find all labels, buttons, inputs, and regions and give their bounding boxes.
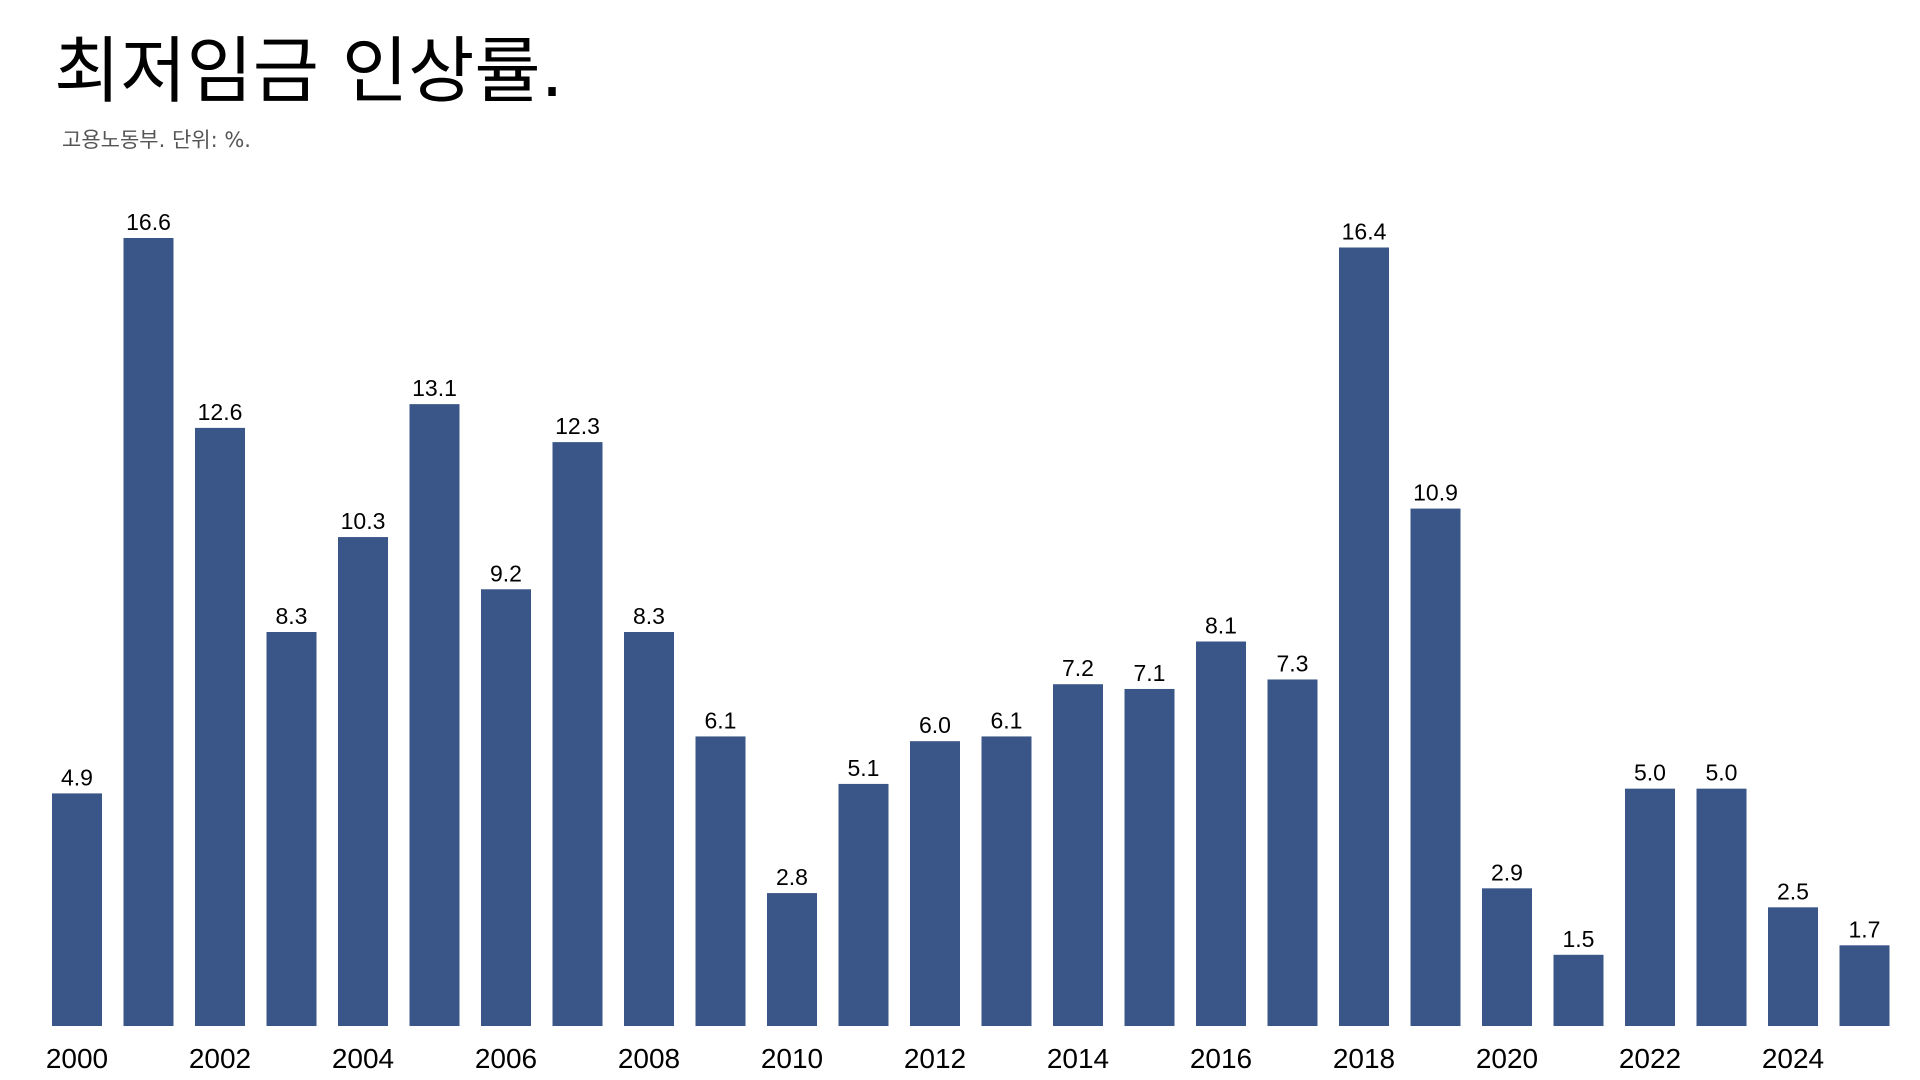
x-tick-label-2020: 2020 xyxy=(1476,1043,1538,1074)
page-title: 최저임금 인상률. xyxy=(54,29,564,113)
value-label-2011: 5.1 xyxy=(848,755,880,781)
bar-2014 xyxy=(1053,684,1103,1026)
bar-2017 xyxy=(1267,679,1318,1026)
x-tick-label-2010: 2010 xyxy=(761,1043,823,1074)
value-label-2019: 10.9 xyxy=(1413,480,1458,506)
x-tick-label-2002: 2002 xyxy=(189,1043,251,1074)
value-label-2002: 12.6 xyxy=(198,399,243,425)
bar-2021 xyxy=(1553,954,1604,1026)
bars-group xyxy=(52,238,1890,1027)
value-label-2000: 4.9 xyxy=(61,764,93,790)
x-tick-label-2018: 2018 xyxy=(1333,1043,1395,1074)
bar-2025 xyxy=(1839,945,1890,1026)
bar-2007 xyxy=(552,442,603,1026)
page-subtitle: 고용노동부. 단위: %. xyxy=(62,128,251,152)
value-label-2025: 1.7 xyxy=(1849,916,1881,942)
bar-2000 xyxy=(52,793,102,1026)
bar-2018 xyxy=(1339,247,1389,1027)
bar-2011 xyxy=(838,783,889,1026)
value-label-2012: 6.0 xyxy=(919,712,951,738)
bar-2020 xyxy=(1482,888,1532,1026)
value-label-2006: 9.2 xyxy=(490,560,522,586)
value-label-2003: 8.3 xyxy=(276,603,308,629)
bar-2001 xyxy=(123,238,174,1026)
value-label-2021: 1.5 xyxy=(1563,926,1595,952)
x-tick-label-2008: 2008 xyxy=(618,1043,680,1074)
x-tick-label-2012: 2012 xyxy=(904,1043,966,1074)
value-label-2013: 6.1 xyxy=(991,707,1023,733)
value-label-2009: 6.1 xyxy=(705,707,737,733)
value-label-2015: 7.1 xyxy=(1134,660,1166,686)
value-label-2001: 16.6 xyxy=(126,209,171,235)
bar-2010 xyxy=(767,893,817,1026)
bar-2006 xyxy=(481,589,531,1026)
value-label-2010: 2.8 xyxy=(776,864,808,890)
value-label-2016: 8.1 xyxy=(1205,612,1237,638)
x-tick-label-2014: 2014 xyxy=(1047,1043,1109,1074)
x-tick-label-2024: 2024 xyxy=(1762,1043,1824,1074)
value-label-2007: 12.3 xyxy=(555,413,600,439)
value-label-2017: 7.3 xyxy=(1277,650,1309,676)
value-labels-group: 4.9 16.6 12.6 8.3 10.3 13.1 9.2 12.3 8.3 6.1 2.8 5.… xyxy=(61,209,1880,952)
x-tick-label-2022: 2022 xyxy=(1619,1043,1681,1074)
x-tick-label-2006: 2006 xyxy=(475,1043,537,1074)
value-label-2008: 8.3 xyxy=(633,603,665,629)
bar-2002 xyxy=(195,427,245,1026)
bar-2009 xyxy=(695,736,746,1026)
value-label-2020: 2.9 xyxy=(1491,859,1523,885)
x-tick-label-2004: 2004 xyxy=(332,1043,394,1074)
x-tick-label-2000: 2000 xyxy=(46,1043,108,1074)
bar-2003 xyxy=(266,632,317,1026)
bar-2005 xyxy=(409,404,460,1026)
value-label-2024: 2.5 xyxy=(1777,878,1809,904)
bar-2012 xyxy=(910,741,960,1026)
bar-2008 xyxy=(624,632,674,1026)
bar-2015 xyxy=(1124,688,1175,1026)
value-label-2004: 10.3 xyxy=(341,508,386,534)
x-tick-label-2016: 2016 xyxy=(1190,1043,1252,1074)
bar-2016 xyxy=(1196,641,1246,1026)
value-label-2023: 5.0 xyxy=(1706,760,1738,786)
bar-2024 xyxy=(1768,907,1818,1026)
bar-2022 xyxy=(1625,788,1675,1026)
bar-2019 xyxy=(1410,508,1461,1026)
x-axis: 2000 2002 2004 2006 2008 2010 2012 2014 2016 2018… xyxy=(46,1043,1824,1074)
value-label-2022: 5.0 xyxy=(1634,760,1666,786)
bar-2023 xyxy=(1696,788,1747,1026)
bar-2013 xyxy=(981,736,1032,1026)
value-label-2018: 16.4 xyxy=(1342,218,1387,244)
value-label-2014: 7.2 xyxy=(1062,655,1094,681)
value-label-2005: 13.1 xyxy=(412,375,457,401)
bar-2004 xyxy=(338,537,388,1026)
